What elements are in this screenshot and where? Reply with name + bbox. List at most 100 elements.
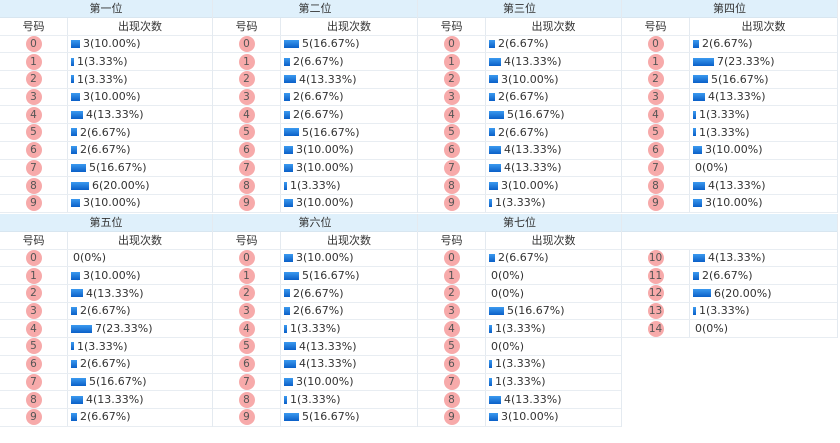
- number-cell: 4: [622, 106, 690, 124]
- number-ball: 4: [443, 320, 460, 337]
- column-header-row: 号码 出现次数: [418, 232, 621, 250]
- count-bar: [489, 181, 498, 190]
- count-cell: 0(0%): [690, 320, 837, 337]
- count-bar: [693, 254, 705, 263]
- number-ball: 2: [25, 71, 42, 88]
- number-cell: 2: [622, 71, 690, 88]
- count-text: 5(16.67%): [302, 125, 360, 139]
- count-bar: [489, 199, 492, 208]
- count-text: 3(10.00%): [501, 410, 559, 424]
- number-ball: 5: [443, 338, 460, 355]
- table-row: 6 2(6.67%): [0, 355, 212, 374]
- number-cell: 0: [418, 249, 486, 267]
- number-ball: 0: [443, 36, 460, 53]
- count-text: 7(23.33%): [717, 54, 775, 68]
- number-ball: 3: [25, 89, 42, 106]
- number-ball: 8: [443, 391, 460, 408]
- number-cell: 9: [418, 408, 486, 426]
- count-bar: [284, 199, 293, 208]
- count-text: 1(3.33%): [77, 72, 128, 86]
- count-bar: [693, 110, 696, 119]
- column-header-row: 号码 出现次数: [213, 18, 417, 36]
- position-group: 第二位 号码 出现次数 0 5(16.67%) 1 2(6.67%) 2 4(13.33%) 3 2…: [213, 0, 418, 213]
- number-cell: 6: [418, 141, 486, 159]
- table-row: 3 2(6.67%): [418, 88, 621, 107]
- table-row: 0 0(0%): [0, 249, 212, 268]
- table-row: 2 1(3.33%): [0, 71, 212, 89]
- number-cell: 5: [0, 338, 68, 355]
- number-column-header: 号码: [418, 232, 486, 249]
- count-cell: 3(10.00%): [68, 195, 212, 212]
- number-column-header: 号码: [418, 18, 486, 35]
- count-cell: 3(10.00%): [281, 195, 417, 212]
- count-cell: 1(3.33%): [68, 71, 212, 88]
- table-row: 7 5(16.67%): [0, 373, 212, 392]
- table-row: 6 1(3.33%): [418, 355, 621, 374]
- count-bar: [71, 307, 77, 316]
- count-bar: [71, 40, 80, 49]
- count-bar: [489, 75, 498, 84]
- number-ball: 9: [25, 195, 42, 212]
- count-bar: [489, 377, 492, 386]
- number-cell: 1: [418, 53, 486, 71]
- table-row: 9 5(16.67%): [213, 408, 417, 427]
- number-cell: 7: [418, 159, 486, 177]
- number-ball: 7: [443, 373, 460, 390]
- table-row: 8 4(13.33%): [0, 391, 212, 409]
- table-row: 1 1(3.33%): [0, 53, 212, 72]
- number-ball: 6: [25, 142, 42, 159]
- count-text: 3(10.00%): [501, 72, 559, 86]
- number-column-header: 号码: [213, 18, 281, 35]
- count-text: 4(13.33%): [86, 286, 144, 300]
- table-row: 5 1(3.33%): [0, 338, 212, 356]
- count-bar: [284, 395, 287, 404]
- number-cell: 0: [213, 35, 281, 53]
- table-row: 5 2(6.67%): [0, 124, 212, 142]
- number-cell: 13: [622, 302, 690, 320]
- number-cell: 7: [213, 159, 281, 177]
- table-row: 3 2(6.67%): [0, 302, 212, 321]
- number-ball: 4: [238, 320, 255, 337]
- number-cell: 8: [418, 391, 486, 408]
- count-cell: 3(10.00%): [690, 142, 837, 159]
- number-cell: 4: [213, 320, 281, 338]
- count-cell: 7(23.33%): [68, 320, 212, 337]
- table-row: 3 3(10.00%): [0, 88, 212, 107]
- count-text: 5(16.67%): [89, 375, 147, 388]
- group-title: 第四位: [622, 0, 837, 18]
- count-bar: [71, 75, 74, 84]
- count-cell: 4(13.33%): [486, 53, 621, 70]
- number-cell: 6: [418, 355, 486, 373]
- number-cell: 0: [0, 249, 68, 267]
- count-text: 0(0%): [491, 339, 525, 353]
- group-title: 第五位: [0, 214, 212, 232]
- table-row: 2 4(13.33%): [0, 285, 212, 303]
- count-cell: 2(6.67%): [68, 124, 212, 141]
- number-cell: 4: [213, 106, 281, 124]
- number-cell: 5: [418, 124, 486, 141]
- number-cell: 8: [213, 177, 281, 194]
- count-cell: 1(3.33%): [690, 124, 837, 141]
- table-row: 8 4(13.33%): [622, 177, 837, 195]
- number-ball: 9: [238, 409, 255, 426]
- count-bar: [693, 307, 696, 316]
- number-ball: 4: [25, 320, 42, 337]
- count-text: 2(6.67%): [80, 125, 131, 139]
- count-text: 3(10.00%): [296, 251, 354, 265]
- count-bar: [489, 146, 501, 155]
- count-cell: 1(3.33%): [486, 195, 621, 212]
- count-text: 0(0%): [491, 286, 525, 300]
- number-cell: 9: [213, 408, 281, 426]
- count-cell: 4(13.33%): [690, 177, 837, 194]
- count-text: 3(10.00%): [296, 161, 354, 174]
- number-cell: 10: [622, 249, 690, 267]
- number-ball: 3: [443, 303, 460, 320]
- number-ball: 6: [25, 356, 42, 373]
- count-bar: [693, 93, 705, 102]
- count-bar: [284, 271, 299, 280]
- count-cell: 5(16.67%): [281, 409, 417, 426]
- count-bar: [489, 110, 504, 119]
- column-header-row: 号码 出现次数: [418, 18, 621, 36]
- count-cell: 3(10.00%): [690, 195, 837, 212]
- count-bar: [284, 75, 296, 84]
